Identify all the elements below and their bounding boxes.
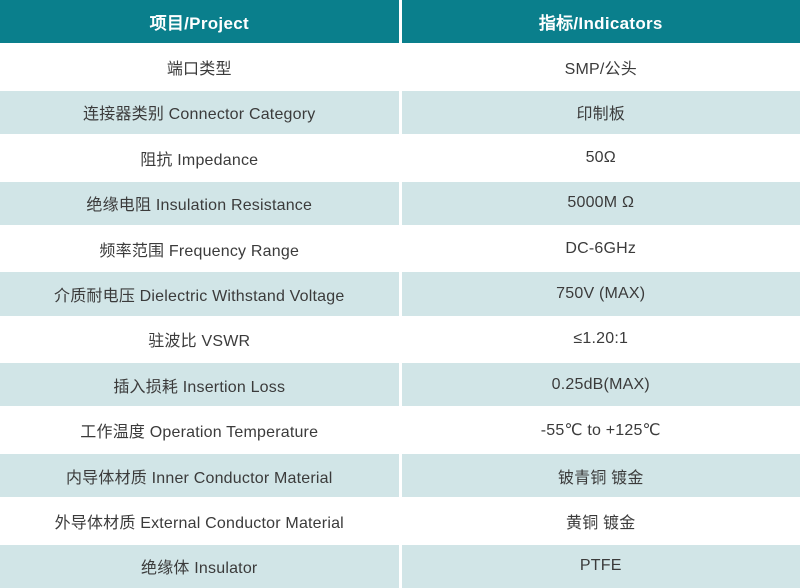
indicator-cell: -55℃ to +125℃ [401, 408, 800, 452]
table-row: 绝缘体 Insulator PTFE [0, 544, 800, 588]
project-cell: 绝缘电阻 Insulation Resistance [0, 181, 399, 225]
table-header-row: 项目/Project 指标/Indicators [0, 0, 800, 44]
project-cell: 驻波比 VSWR [0, 317, 399, 362]
project-cell: 外导体材质 External Conductor Material [0, 499, 399, 543]
table-row: 介质耐电压 Dielectric Withstand Voltage 750V … [0, 272, 800, 316]
project-cell: 绝缘体 Insulator [0, 544, 399, 588]
project-cell: 内导体材质 Inner Conductor Material [0, 453, 399, 498]
project-cell: 端口类型 [0, 45, 399, 89]
indicator-cell: 50Ω [401, 136, 800, 180]
indicator-cell: 铍青铜 镀金 [401, 453, 800, 498]
table-row: 阻抗 Impedance 50Ω [0, 136, 800, 180]
table-row: 连接器类别 Connector Category 印制板 [0, 90, 800, 135]
indicator-cell: PTFE [401, 544, 800, 588]
indicator-cell: 5000M Ω [401, 181, 800, 225]
header-cell-indicators: 指标/Indicators [401, 0, 800, 44]
indicator-cell: 0.25dB(MAX) [401, 363, 800, 407]
project-cell: 插入损耗 Insertion Loss [0, 363, 399, 407]
table-row: 工作温度 Operation Temperature -55℃ to +125℃ [0, 408, 800, 452]
table-row: 内导体材质 Inner Conductor Material 铍青铜 镀金 [0, 453, 800, 498]
indicator-cell: SMP/公头 [401, 45, 800, 89]
project-cell: 工作温度 Operation Temperature [0, 408, 399, 452]
table-row: 绝缘电阻 Insulation Resistance 5000M Ω [0, 181, 800, 225]
table-row: 频率范围 Frequency Range DC-6GHz [0, 226, 800, 271]
indicator-cell: 黄铜 镀金 [401, 499, 800, 543]
table-row: 外导体材质 External Conductor Material 黄铜 镀金 [0, 499, 800, 543]
project-cell: 介质耐电压 Dielectric Withstand Voltage [0, 272, 399, 316]
indicator-cell: ≤1.20:1 [401, 317, 800, 362]
header-cell-project: 项目/Project [0, 0, 399, 44]
indicator-cell: 750V (MAX) [401, 272, 800, 316]
table-row: 端口类型 SMP/公头 [0, 45, 800, 89]
project-cell: 频率范围 Frequency Range [0, 226, 399, 271]
indicator-cell: DC-6GHz [401, 226, 800, 271]
project-cell: 连接器类别 Connector Category [0, 90, 399, 135]
table-row: 插入损耗 Insertion Loss 0.25dB(MAX) [0, 363, 800, 407]
project-cell: 阻抗 Impedance [0, 136, 399, 180]
indicator-cell: 印制板 [401, 90, 800, 135]
table-row: 驻波比 VSWR ≤1.20:1 [0, 317, 800, 362]
